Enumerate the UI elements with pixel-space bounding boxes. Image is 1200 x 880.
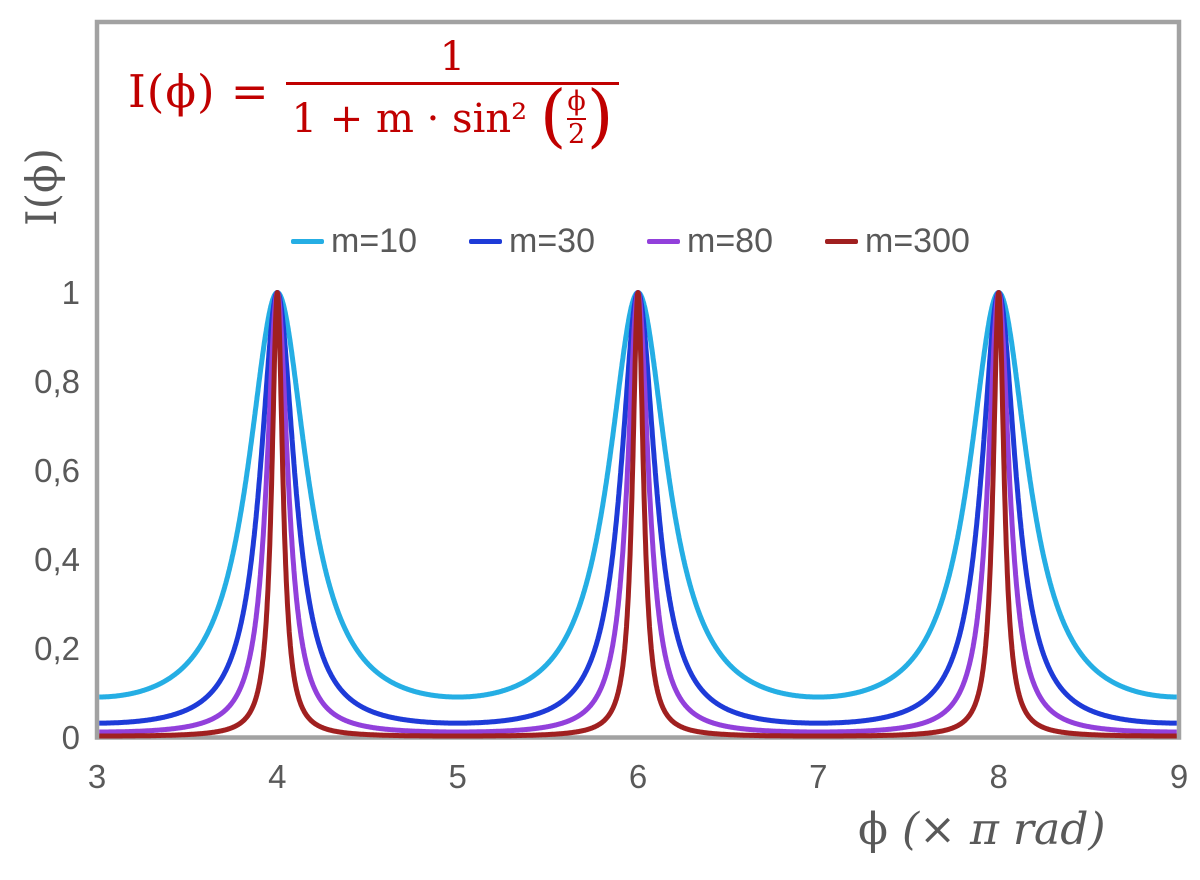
y-tick-label-0,6: 0,6 [34,451,80,489]
plot-frame [94,19,1182,740]
y-tick-label-0: 0 [61,718,80,756]
formula-annotation: I(ϕ) = 1 1 + m · sin² ( ϕ 2 ) [128,34,620,156]
legend-label-m80: m=80 [687,222,773,260]
inner-numerator: ϕ [567,86,586,118]
x-tick-label-4: 4 [268,758,287,795]
legend-label-m300: m=300 [865,222,970,260]
formula-lhs: I(ϕ) = [128,65,270,119]
legend-label-m30: m=30 [509,222,595,260]
legend: m=10 m=30 m=80 m=300 [291,222,970,261]
legend-item-m30: m=30 [469,222,595,261]
curve-m80 [99,290,1177,735]
curve-m30 [99,290,1177,726]
formula-inner-fraction: ϕ 2 [567,86,586,150]
legend-item-m80: m=80 [647,222,773,261]
legend-item-m10: m=10 [291,222,417,261]
y-tick-label-0,4: 0,4 [34,540,80,578]
legend-swatch-m30 [469,239,502,244]
legend-swatch-m300 [825,239,858,244]
legend-label-m10: m=10 [331,222,417,260]
x-axis-title-unit: (× π rad) [902,804,1106,855]
x-tick-label-8: 8 [989,758,1008,795]
x-tick-label-3: 3 [87,758,107,795]
curve-m300 [99,290,1177,739]
fraction-bar [285,82,620,85]
formula-denominator-text: 1 + m · sin² [291,95,540,142]
formula-denominator: 1 + m · sin² ( ϕ 2 ) [286,77,620,156]
y-axis-title: I(ϕ) [17,148,66,226]
legend-swatch-m80 [647,239,680,244]
legend-swatch-m10 [291,239,324,244]
formula-numerator: 1 [439,34,466,80]
x-tick-label-9: 9 [1169,758,1189,795]
y-tick-label-0,8: 0,8 [34,362,80,400]
y-tick-label-1: 1 [61,273,80,311]
formula-fraction: 1 1 + m · sin² ( ϕ 2 ) [285,34,620,156]
inner-fraction-bar [567,117,586,120]
legend-item-m300: m=300 [825,222,970,261]
x-tick-label-6: 6 [628,758,648,795]
close-paren: ) [586,77,614,156]
x-tick-label-5: 5 [448,758,467,795]
x-axis-title: ϕ (× π rad) [858,804,1106,855]
x-tick-label-7: 7 [809,758,828,795]
inner-denominator: 2 [568,118,586,150]
y-tick-label-0,2: 0,2 [34,629,80,667]
x-axis-title-symbol: ϕ [858,804,888,855]
open-paren: ( [539,77,567,156]
